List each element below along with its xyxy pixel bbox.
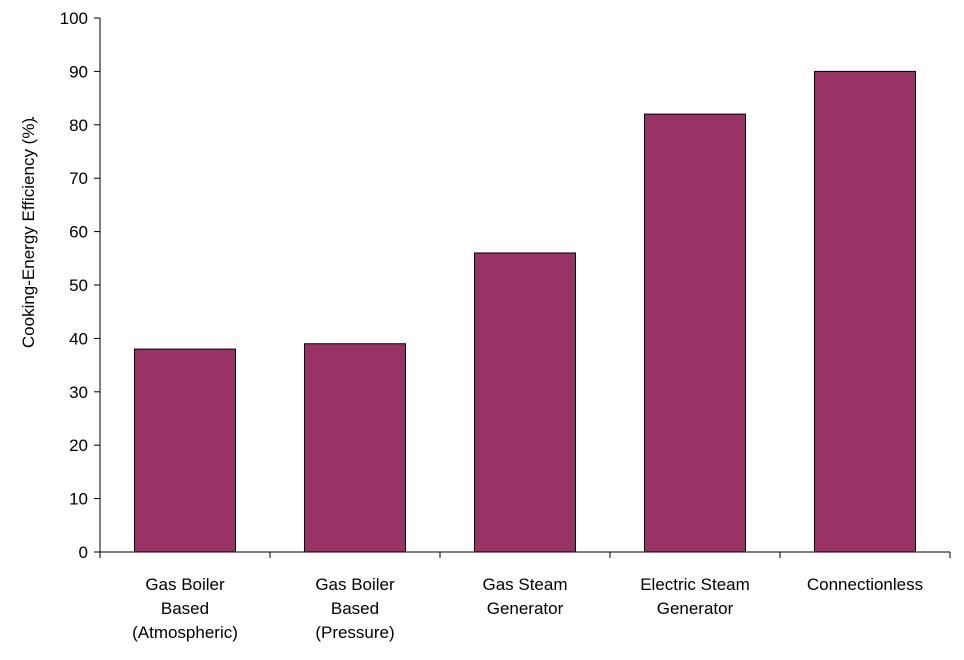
y-tick-label: 30: [69, 383, 88, 402]
y-axis-title: Cooking-Energy Efficiency (%): [19, 118, 38, 348]
bar: [644, 113, 746, 553]
y-tick-label: 20: [69, 436, 88, 455]
y-axis-title-suffix: .: [19, 116, 38, 121]
x-axis: [99, 551, 951, 558]
x-category-label: Gas Steam Generator: [482, 575, 567, 618]
y-tick-label: 10: [69, 490, 88, 509]
bar: [814, 70, 916, 553]
x-category-label: Connectionless: [807, 575, 923, 594]
y-axis: 0 10 20 30 40 50 60 70 80 90 100: [60, 9, 101, 562]
x-category-label: Electric Steam Generator: [640, 575, 750, 618]
y-tick-label: 0: [79, 543, 88, 562]
x-category-label: Gas Boiler Based (Pressure): [315, 575, 395, 642]
y-tick-label: 60: [69, 223, 88, 242]
bar: [134, 348, 236, 553]
y-tick-label: 80: [69, 116, 88, 135]
bar: [304, 343, 406, 553]
category-labels: Gas Boiler Based (Atmospheric) Gas Boiler Ba…: [132, 575, 923, 642]
y-tick-label: 40: [69, 329, 88, 348]
y-tick-label: 90: [69, 62, 88, 81]
y-tick-label: 50: [69, 276, 88, 295]
y-tick-label: 70: [69, 169, 88, 188]
y-tick-label: 100: [60, 9, 88, 28]
x-category-label: Gas Boiler Based (Atmospheric): [132, 575, 238, 642]
bars: [134, 70, 916, 553]
bar: [474, 252, 576, 553]
